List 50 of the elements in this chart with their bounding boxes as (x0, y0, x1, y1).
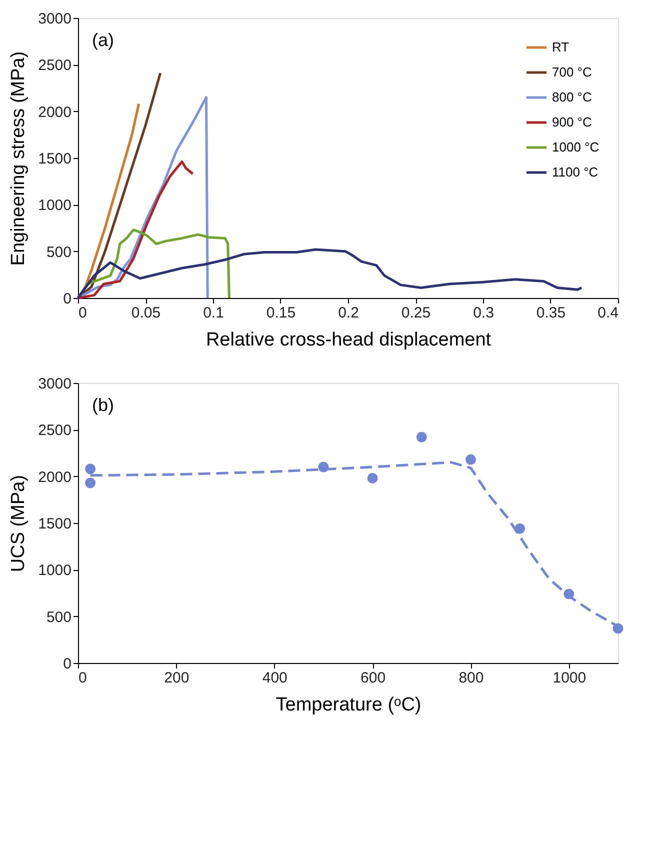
y-tick-label: 1500 (38, 516, 72, 532)
y-tick-label: 2500 (38, 57, 72, 74)
x-tick-label: 0.4 (598, 304, 618, 322)
point (416, 432, 427, 442)
y-tick-label: 500 (46, 244, 72, 261)
line-series (76, 248, 583, 300)
x-tick-label: 0.15 (266, 304, 296, 322)
point (85, 464, 96, 474)
annotation: (b) (92, 395, 114, 415)
legend-label: RT (552, 40, 570, 54)
y-tick-label: 3000 (38, 10, 72, 28)
x-tick-label: 0.3 (473, 304, 494, 322)
x-tick-label: 0 (78, 304, 87, 322)
legend-label: 700 °C (552, 64, 592, 80)
x-tick-label: 800 (458, 670, 484, 686)
y-tick-label: 1500 (38, 150, 72, 168)
point (612, 623, 624, 634)
y-tick-label: 2000 (38, 468, 72, 486)
point (367, 472, 378, 484)
x-tick-label: 0.2 (338, 304, 359, 322)
x-tick-label: 0 (78, 670, 87, 686)
y-axis-title: Engineering stress (MPa) (8, 51, 30, 266)
legend-label: 900 °C (552, 114, 592, 130)
x-tick-label: 200 (164, 670, 190, 686)
y-tick-label: 2500 (38, 422, 72, 440)
x-tick-label: 0.25 (401, 304, 431, 322)
point (85, 478, 96, 488)
x-tick-label: 0.1 (203, 304, 224, 322)
y-tick-label: 500 (46, 608, 72, 626)
y-tick-label: 1000 (38, 562, 72, 580)
y-tick-label: 2000 (38, 104, 72, 121)
y-tick-label: 3000 (38, 376, 72, 392)
x-tick-label: 0.05 (131, 304, 161, 322)
y-axis-title: UCS (MPa) (8, 474, 30, 572)
legend-label: 1100 °C (552, 164, 598, 180)
line-series (76, 228, 230, 300)
point (465, 454, 476, 465)
x-tick-label: 400 (262, 670, 288, 686)
x-tick-label: 0.35 (536, 304, 566, 322)
legend-label: 1000 °C (552, 140, 600, 154)
legend-label: 800 °C (552, 90, 592, 104)
y-tick-label: 1000 (38, 197, 72, 214)
y-tick-label: 0 (63, 290, 72, 308)
annotation: (a) (92, 30, 114, 50)
y-tick-label: 0 (63, 656, 72, 672)
x-axis-title: Relative cross-head displacement (206, 330, 492, 350)
x-tick-label: 600 (360, 670, 386, 686)
x-tick-label: 1000 (552, 670, 586, 686)
x-axis-title: Temperature (ᵒC) (276, 694, 422, 716)
line-series (76, 160, 194, 300)
